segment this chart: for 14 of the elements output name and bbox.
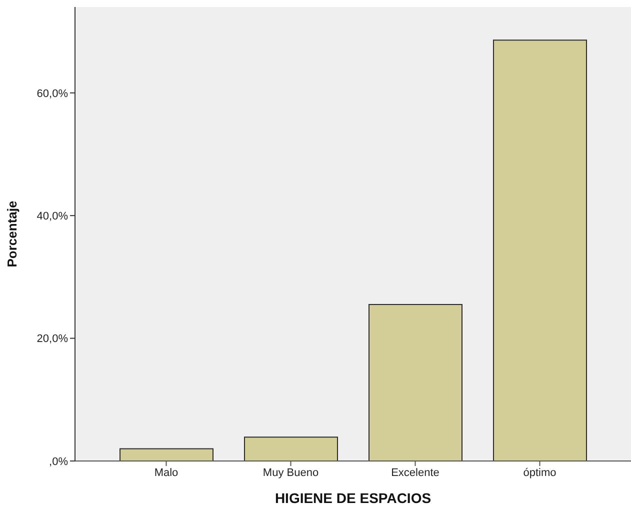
- x-axis-title: HIGIENE DE ESPACIOS: [274, 490, 432, 506]
- x-tick-label: óptimo: [523, 466, 556, 479]
- y-tick-label: 60,0%: [36, 88, 68, 100]
- y-tick-label: ,0%: [49, 456, 68, 468]
- bar: [244, 436, 338, 461]
- y-axis-title: Porcentaje: [4, 200, 20, 268]
- y-tick-label: 40,0%: [36, 210, 68, 222]
- bar: [368, 304, 462, 461]
- y-tick-label: 20,0%: [36, 333, 68, 346]
- bar: [493, 40, 587, 461]
- x-tick-label: Excelente: [391, 466, 440, 479]
- x-tick-label: Muy Bueno: [262, 466, 319, 479]
- x-tick-label: Malo: [154, 466, 178, 479]
- bar: [120, 448, 214, 461]
